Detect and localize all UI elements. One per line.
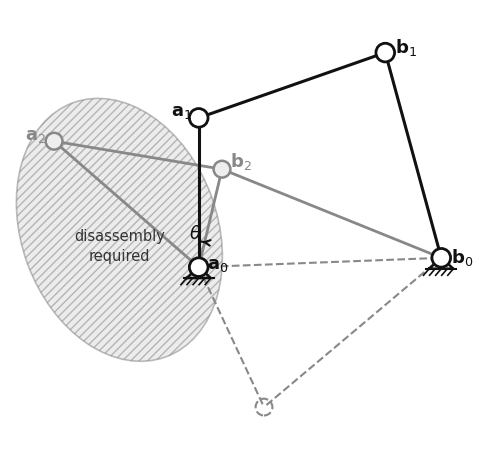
Text: $\mathbf{b}_{2}$: $\mathbf{b}_{2}$ xyxy=(230,151,252,172)
Text: $\mathbf{a}_{1}$: $\mathbf{a}_{1}$ xyxy=(172,103,192,121)
Ellipse shape xyxy=(16,98,223,361)
Text: $\mathbf{a}_{0}$: $\mathbf{a}_{0}$ xyxy=(206,256,228,274)
Text: $\mathbf{b}_{0}$: $\mathbf{b}_{0}$ xyxy=(450,247,473,268)
Circle shape xyxy=(432,249,450,267)
Circle shape xyxy=(190,258,208,277)
Circle shape xyxy=(376,43,394,62)
Circle shape xyxy=(190,108,208,127)
Text: $\mathbf{a}_{2}$: $\mathbf{a}_{2}$ xyxy=(25,127,46,144)
Text: $\mathbf{b}_{1}$: $\mathbf{b}_{1}$ xyxy=(395,38,417,59)
Circle shape xyxy=(46,133,62,150)
Text: disassembly
required: disassembly required xyxy=(74,229,165,264)
Circle shape xyxy=(214,161,230,178)
Text: $\theta$: $\theta$ xyxy=(190,225,202,243)
